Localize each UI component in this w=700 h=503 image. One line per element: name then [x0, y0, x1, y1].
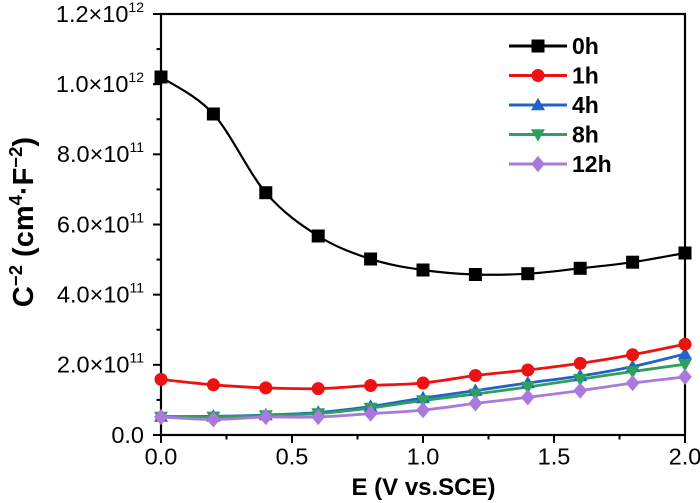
svg-text:1.0: 1.0 [407, 444, 440, 470]
svg-text:1h: 1h [572, 62, 599, 88]
svg-text:2.0×1011: 2.0×1011 [57, 350, 144, 378]
svg-text:0h: 0h [572, 33, 599, 59]
svg-text:0.0: 0.0 [111, 422, 144, 448]
svg-text:0.0: 0.0 [145, 444, 178, 470]
svg-text:C−2 (cm4·F−2): C−2 (cm4·F−2) [5, 137, 40, 307]
svg-text:1.5: 1.5 [538, 444, 571, 470]
svg-text:0.5: 0.5 [276, 444, 309, 470]
svg-text:12h: 12h [572, 151, 612, 177]
svg-text:2.0: 2.0 [669, 444, 700, 470]
svg-text:8h: 8h [572, 121, 599, 147]
svg-text:E (V vs.SCE): E (V vs.SCE) [351, 474, 495, 501]
svg-text:4h: 4h [572, 92, 599, 118]
